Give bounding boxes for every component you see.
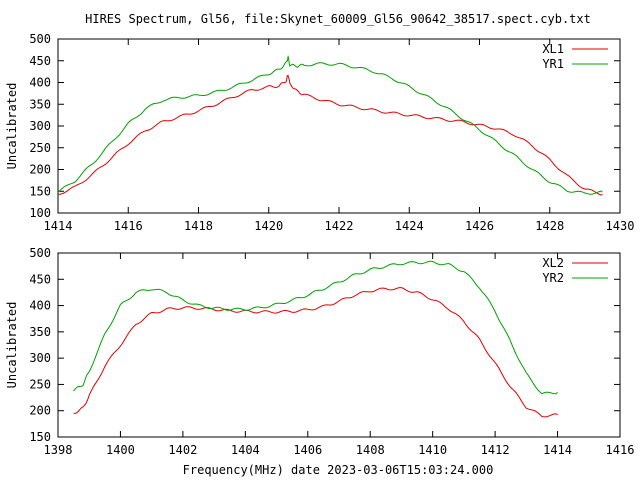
y-tick-label: 150 bbox=[29, 184, 51, 198]
x-tick-label: 1416 bbox=[606, 443, 635, 457]
legend-label-yr1: YR1 bbox=[542, 57, 564, 71]
x-tick-label: 1404 bbox=[231, 443, 260, 457]
plot-panel-1: 100 150 200 250 300 350 400 450 500 1414 1416 1418 1… bbox=[5, 32, 634, 233]
plot-frame bbox=[57, 38, 621, 214]
x-tick-label: 1416 bbox=[114, 219, 143, 233]
legend-label-xl1: XL1 bbox=[542, 42, 564, 56]
y-tick-label: 250 bbox=[29, 141, 51, 155]
legend-label-yr2: YR2 bbox=[542, 271, 564, 285]
series-line-xl1 bbox=[57, 74, 603, 196]
y-tick-label: 450 bbox=[29, 54, 51, 68]
y-tick-label: 400 bbox=[29, 76, 51, 90]
x-tick-label: 1420 bbox=[254, 219, 283, 233]
x-tick-label: 1418 bbox=[184, 219, 213, 233]
x-tick-label: 1430 bbox=[606, 219, 635, 233]
legend-label-xl2: XL2 bbox=[542, 256, 564, 270]
y-tick-label: 300 bbox=[29, 351, 51, 365]
y-tick-label: 350 bbox=[29, 325, 51, 339]
y-tick-label: 500 bbox=[29, 32, 51, 46]
plot-frame bbox=[57, 252, 621, 438]
y-tick-label: 200 bbox=[29, 404, 51, 418]
plot-panel-2: 150 200 250 300 350 400 450 500 1398 1400 1402 1404… bbox=[5, 246, 634, 457]
chart-title: HIRES Spectrum, Gl56, file:Skynet_60009_… bbox=[85, 12, 591, 26]
x-tick-label: 1400 bbox=[106, 443, 135, 457]
series-line-yr1 bbox=[57, 54, 603, 195]
x-axis-label: Frequency(MHz) date 2023-03-06T15:03:24.… bbox=[183, 463, 494, 477]
x-tick-label: 1412 bbox=[481, 443, 510, 457]
x-tick-label: 1402 bbox=[168, 443, 197, 457]
y-tick-label: 200 bbox=[29, 163, 51, 177]
x-tick-label: 1408 bbox=[356, 443, 385, 457]
x-tick-label: 1410 bbox=[418, 443, 447, 457]
x-tick-label: 1398 bbox=[44, 443, 73, 457]
y-tick-label: 100 bbox=[29, 206, 51, 220]
x-tick-label: 1426 bbox=[465, 219, 494, 233]
x-tick-label: 1422 bbox=[325, 219, 354, 233]
y-tick-label: 250 bbox=[29, 377, 51, 391]
series-line-xl2 bbox=[73, 287, 558, 418]
y-tick-label: 400 bbox=[29, 299, 51, 313]
series-line-yr2 bbox=[73, 260, 558, 395]
x-tick-label: 1406 bbox=[293, 443, 322, 457]
y-tick-label: 500 bbox=[29, 246, 51, 260]
y-tick-label: 350 bbox=[29, 97, 51, 111]
y-tick-label: 300 bbox=[29, 119, 51, 133]
y-axis-label: Uncalibrated bbox=[5, 83, 19, 170]
y-tick-label: 450 bbox=[29, 272, 51, 286]
x-tick-label: 1428 bbox=[535, 219, 564, 233]
x-tick-label: 1414 bbox=[543, 443, 572, 457]
x-tick-label: 1414 bbox=[44, 219, 73, 233]
y-tick-label: 150 bbox=[29, 430, 51, 444]
x-tick-label: 1424 bbox=[395, 219, 424, 233]
y-axis-label: Uncalibrated bbox=[5, 302, 19, 389]
